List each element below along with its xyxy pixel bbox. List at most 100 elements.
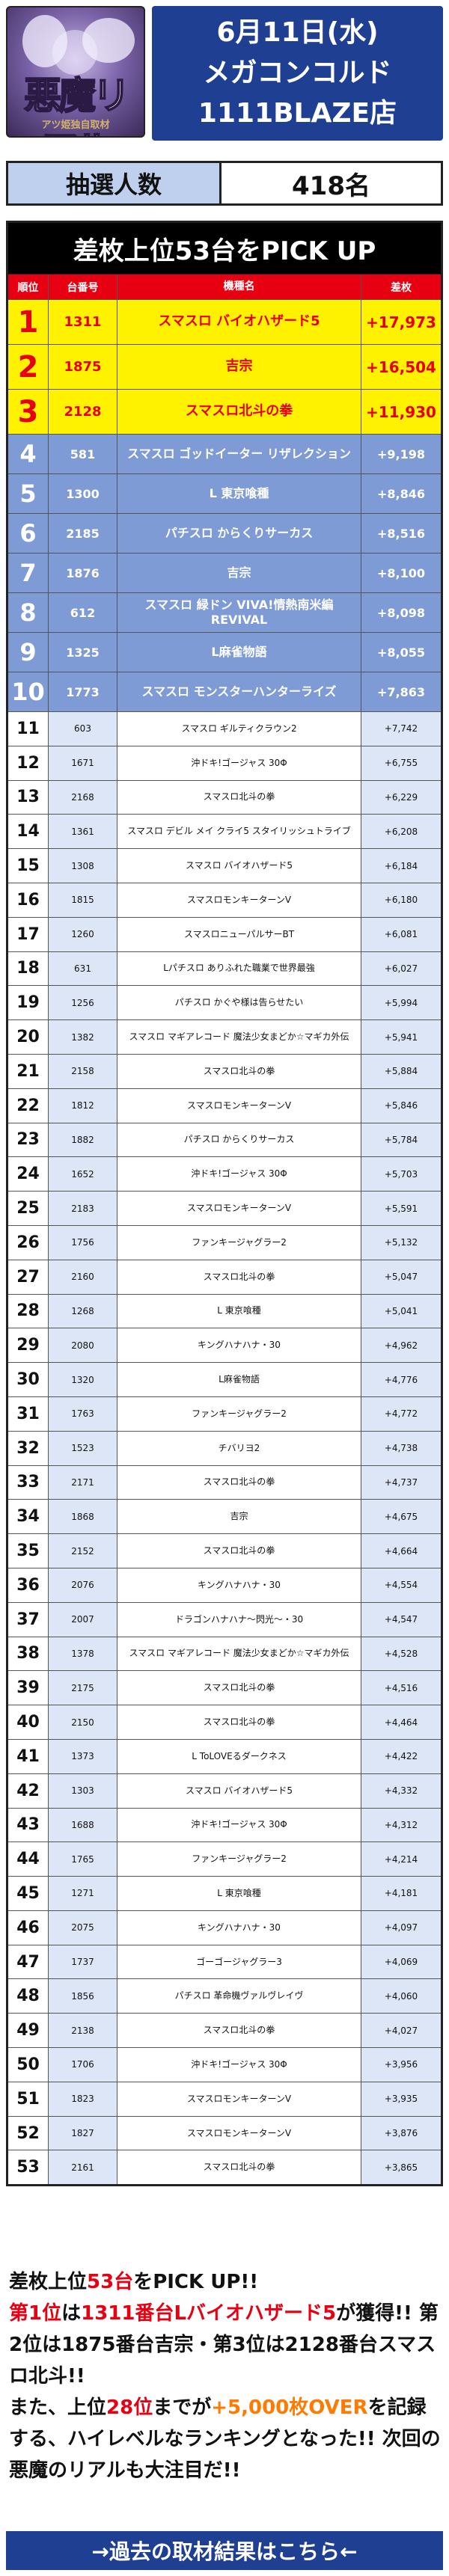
rank-cell: 28 [8,1294,49,1328]
table-row: 18 631 Lパチスロ ありふれた職業で世界最強 +6,027 [8,951,441,986]
past-results-link[interactable]: →過去の取材結果はこちら← [6,2531,443,2570]
machine-name-cell: ファンキージャグラー2 [117,1842,361,1877]
table-row: 27 2160 スマスロ北斗の拳 +5,047 [8,1259,441,1294]
table-row: 37 2007 ドラゴンハナハナ〜閃光〜・30 +4,547 [8,1601,441,1637]
table-row: 32 1523 チバリヨ2 +4,738 [8,1430,441,1465]
lottery-count: 抽選人数 418名 [6,161,443,206]
summary-text-6: までが [153,2396,212,2419]
rank-cell: 29 [8,1328,49,1363]
machine-name-cell: 吉宗 [117,345,361,389]
machine-name-cell: 沖ドキ!ゴージャス 30Φ [117,2048,361,2082]
table-row: 6 2185 パチスロ からくりサーカス +8,516 [8,513,441,553]
machine-number-cell: 1271 [49,1877,117,1910]
rank-cell: 45 [8,1877,49,1910]
rank-cell: 23 [8,1123,49,1157]
table-row: 3 2128 スマスロ北斗の拳 +11,930 [8,389,441,434]
diff-cell: +5,041 [361,1294,441,1328]
machine-name-cell: 吉宗 [117,1500,361,1534]
machine-name-cell: スマスロ北斗の拳 [117,2150,361,2185]
diff-cell: +6,027 [361,951,441,986]
machine-name-cell: キングハナハナ・30 [117,1328,361,1363]
diff-cell: +8,846 [376,486,425,501]
rank-cell: 40 [8,1705,49,1739]
table-row: 12 1671 沖ドキ!ゴージャス 30Φ +6,755 [8,745,441,780]
diff-cell: +6,184 [361,849,441,883]
diff-cell: +4,312 [361,1808,441,1842]
machine-number-cell: 1268 [49,1294,117,1328]
diff-cell: +5,994 [361,986,441,1020]
machine-number-cell: 1765 [49,1842,117,1877]
diff-cell: +3,865 [361,2150,441,2185]
table-row: 20 1382 スマスロ マギアレコード 魔法少女まどか☆マギカ外伝 +5,941 [8,1019,441,1054]
machine-name-cell: スマスロ バイオハザード5 [117,300,361,344]
summary-rank-threshold: 28位 [106,2396,153,2419]
col-rank: 順位 [8,275,49,299]
machine-number-cell: 2185 [49,514,117,553]
table-row: 16 1815 スマスロモンキーターンV +6,180 [8,882,441,917]
machine-number-cell: 1260 [49,917,117,951]
diff-cell: +17,973 [366,313,436,331]
machine-name-cell: スマスロ 緑ドン VIVA!情熱南米編 REVIVAL [117,593,361,632]
diff-cell: +6,755 [361,746,441,780]
table-row: 44 1765 ファンキージャグラー2 +4,214 [8,1841,441,1877]
machine-number-cell: 1876 [49,553,117,592]
lottery-label: 抽選人数 [8,163,222,203]
diff-cell: +4,464 [361,1705,441,1739]
table-row: 22 1812 スマスロモンキーターンV +5,846 [8,1088,441,1123]
summary-text-5: また、上位 [9,2396,107,2419]
rank-cell: 18 [8,951,49,986]
machine-name-cell: スマスロ バイオハザード5 [117,849,361,883]
rank-cell: 50 [8,2048,49,2082]
machine-number-cell: 2160 [49,1260,117,1294]
rank-cell: 53 [8,2150,49,2185]
summary-text-4: が獲得!! 第2位は1875番台吉宗・第3位は2128番台スマスロ北斗!! [9,2302,439,2388]
diff-cell: +11,930 [366,402,436,421]
table-row: 30 1320 L麻雀物語 +4,776 [8,1362,441,1396]
machine-number-cell: 1827 [49,2116,117,2150]
rank-cell: 17 [8,917,49,951]
machine-number-cell: 2080 [49,1328,117,1363]
machine-number-cell: 1671 [49,746,117,780]
summary-first-machine: 1311番台Lバイオハザード5 [81,2302,337,2325]
machine-number-cell: 2171 [49,1465,117,1500]
machine-name-cell: スマスロモンキーターンV [117,883,361,917]
table-row: 40 2150 スマスロ北斗の拳 +4,464 [8,1705,441,1739]
diff-cell: +4,069 [361,1945,441,1979]
table-row: 43 1688 沖ドキ!ゴージャス 30Φ +4,312 [8,1807,441,1842]
machine-number-cell: 1303 [49,1773,117,1808]
machine-number-cell: 1737 [49,1945,117,1979]
machine-name-cell: スマスロ モンスターハンターライズ [117,672,361,711]
machine-name-cell: パチスロ 革命機ヴァルヴレイヴ [117,1979,361,2014]
rank-cell: 33 [8,1465,49,1500]
machine-name-cell: ファンキージャグラー2 [117,1396,361,1431]
machine-name-cell: スマスロ ギルティクラウン2 [117,712,361,746]
table-header: 順位 台番号 機種名 差枚 [8,274,441,299]
table-row: 42 1303 スマスロ バイオハザード5 +4,332 [8,1773,441,1808]
table-row: 35 2152 スマスロ北斗の拳 +4,664 [8,1533,441,1568]
event-title-box: 6月11日(水) メガコンコルド 1111BLAZE店 [152,6,443,141]
machine-name-cell: スマスロ北斗の拳 [117,1260,361,1294]
machine-name-cell: ファンキージャグラー2 [117,1225,361,1260]
table-row: 13 2168 スマスロ北斗の拳 +6,229 [8,779,441,815]
rank-cell: 34 [8,1500,49,1534]
machine-number-cell: 1300 [49,474,117,513]
store-name: 1111BLAZE店 [198,98,397,129]
rank-cell: 19 [8,986,49,1020]
table-row: 47 1737 ゴーゴージャグラー3 +4,069 [8,1944,441,1979]
table-row: 4 581 スマスロ ゴッドイーター リザレクション +9,198 [8,434,441,473]
header: 悪魔リアル アツ姫独自取材 6月11日(水) メガコンコルド 1111BLAZE… [0,0,449,147]
machine-number-cell: 2150 [49,1705,117,1739]
rank-cell: 49 [8,2014,49,2048]
table-row: 49 2138 スマスロ北斗の拳 +4,027 [8,2013,441,2048]
machine-number-cell: 1311 [49,300,117,344]
table-row: 41 1373 L ToLOVEるダークネス +4,422 [8,1738,441,1773]
rank-cell: 16 [8,883,49,917]
machine-name-cell: スマスロ北斗の拳 [117,390,361,434]
machine-number-cell: 1320 [49,1363,117,1396]
rank-cell: 35 [8,1534,49,1568]
machine-name-cell: L麻雀物語 [117,1363,361,1396]
event-name: メガコンコルド [203,58,392,88]
col-diff: 差枚 [391,281,412,294]
rank-cell: 6 [8,514,49,553]
rank-cell: 38 [8,1637,49,1671]
